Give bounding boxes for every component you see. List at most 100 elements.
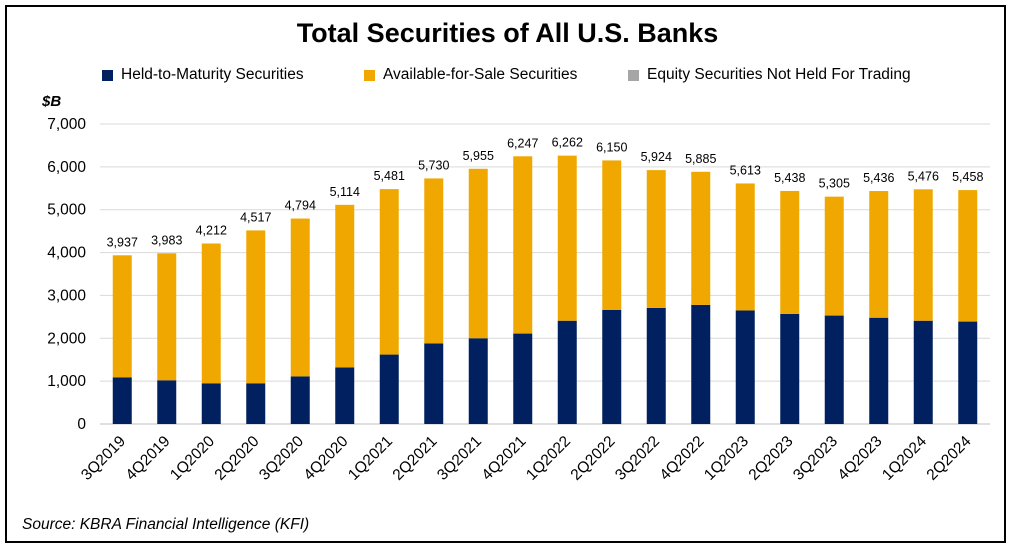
y-axis-unit-label: $B: [42, 93, 62, 110]
legend: Held-to-Maturity Securities Available-fo…: [0, 66, 1015, 88]
x-tick-label: 3Q2020: [256, 433, 307, 484]
bar-segment-htm: [691, 304, 711, 424]
bar-segment-htm: [958, 321, 978, 424]
data-label-total: 6,247: [507, 136, 538, 150]
data-label-total: 5,481: [374, 169, 405, 183]
bar-segment-afs: [869, 191, 889, 318]
legend-label-equity: Equity Securities Not Held For Trading: [647, 66, 911, 83]
data-label-total: 5,955: [463, 149, 494, 163]
legend-label-htm: Held-to-Maturity Securities: [121, 66, 304, 83]
y-tick-label: 6,000: [47, 159, 86, 176]
bar-segment-afs: [958, 190, 978, 322]
x-tick-label: 1Q2020: [167, 433, 218, 484]
bar-segment-afs: [379, 189, 399, 355]
bar-segment-afs: [424, 178, 444, 344]
bar-segment-afs: [468, 168, 488, 339]
bar-segment-htm: [557, 320, 577, 424]
data-label-total: 4,212: [196, 223, 227, 237]
data-label-total: 5,924: [641, 150, 672, 164]
x-tick-label: 4Q2023: [835, 433, 886, 484]
legend-swatch-equity: [628, 69, 639, 81]
data-label-total: 3,937: [107, 235, 138, 249]
bar-segment-afs: [112, 255, 132, 378]
bar-segment-htm: [735, 310, 755, 424]
x-tick-label: 3Q2021: [434, 433, 485, 484]
bar-segment-htm: [869, 317, 889, 424]
x-tick-label: 3Q2022: [612, 433, 663, 484]
x-tick-label: 2Q2020: [212, 433, 263, 484]
legend-label-afs: Available-for-Sale Securities: [383, 66, 578, 83]
data-label-total: 5,476: [908, 169, 939, 183]
legend-item-afs: Available-for-Sale Securities: [364, 66, 577, 84]
bar-segment-htm: [379, 354, 399, 424]
bar-segment-afs: [290, 218, 310, 377]
y-tick-label: 0: [77, 416, 86, 433]
bar-segment-htm: [157, 380, 177, 424]
data-label-total: 4,517: [240, 210, 271, 224]
bar-segment-htm: [424, 343, 444, 424]
bar-segment-htm: [112, 377, 132, 424]
x-tick-label: 2Q2021: [390, 433, 441, 484]
bar-segment-htm: [780, 313, 800, 424]
x-tick-label: 1Q2023: [701, 433, 752, 484]
source-note: Source: KBRA Financial Intelligence (KFI…: [22, 516, 310, 533]
data-label-total: 5,436: [863, 171, 894, 185]
y-tick-label: 7,000: [47, 116, 86, 133]
bar-segment-afs: [157, 253, 177, 381]
x-tick-label: 1Q2021: [345, 433, 396, 484]
bar-segment-afs: [557, 155, 577, 321]
bar-segment-afs: [513, 156, 533, 334]
x-tick-label: 1Q2024: [879, 433, 930, 484]
data-label-total: 5,114: [330, 185, 360, 199]
bar-segment-afs: [602, 160, 622, 310]
data-label-total: 5,885: [685, 152, 716, 166]
x-tick-label: 4Q2022: [657, 433, 708, 484]
data-label-total: 5,458: [952, 170, 983, 184]
x-tick-label: 2Q2024: [924, 433, 975, 484]
y-tick-label: 2,000: [47, 330, 86, 347]
bar-segment-afs: [780, 190, 800, 314]
data-label-total: 6,262: [552, 136, 583, 150]
data-label-total: 5,305: [819, 177, 850, 191]
x-tick-label: 4Q2021: [479, 433, 530, 484]
y-tick-label: 4,000: [47, 245, 86, 262]
bar-segment-afs: [913, 189, 933, 321]
bar-segment-htm: [513, 333, 533, 424]
x-tick-label: 2Q2023: [746, 433, 797, 484]
data-label-total: 5,613: [730, 163, 761, 177]
legend-item-htm: Held-to-Maturity Securities: [102, 66, 304, 84]
bar-segment-htm: [824, 315, 844, 424]
legend-swatch-afs: [364, 69, 375, 81]
data-label-total: 6,150: [596, 140, 627, 154]
legend-item-equity: Equity Securities Not Held For Trading: [628, 66, 911, 84]
data-label-total: 5,730: [418, 158, 449, 172]
bar-segment-htm: [201, 383, 221, 424]
chart-title: Total Securities of All U.S. Banks: [296, 18, 719, 48]
y-tick-label: 5,000: [47, 202, 86, 219]
x-tick-label: 4Q2019: [123, 433, 174, 484]
bar-segment-afs: [335, 204, 355, 368]
bar-segment-afs: [735, 183, 755, 311]
bar-segment-afs: [201, 243, 221, 384]
x-tick-label: 1Q2022: [523, 433, 574, 484]
bar-segment-htm: [290, 376, 310, 424]
bar-segment-htm: [246, 383, 266, 424]
y-tick-label: 1,000: [47, 373, 86, 390]
x-tick-label: 3Q2023: [790, 433, 841, 484]
bar-segment-afs: [824, 196, 844, 316]
x-tick-label: 2Q2022: [568, 433, 619, 484]
bar-segment-afs: [691, 171, 711, 305]
bar-segment-afs: [646, 170, 666, 308]
legend-swatch-htm: [102, 69, 113, 81]
data-label-total: 5,438: [774, 171, 805, 185]
bar-segment-htm: [646, 307, 666, 424]
bar-segment-afs: [246, 230, 266, 384]
bar-segment-htm: [468, 338, 488, 424]
bar-segment-htm: [602, 310, 622, 424]
data-label-total: 3,983: [151, 233, 182, 247]
x-tick-label: 4Q2020: [301, 433, 352, 484]
bar-segment-htm: [913, 320, 933, 424]
bar-segment-htm: [335, 367, 355, 424]
data-label-total: 4,794: [285, 199, 316, 213]
